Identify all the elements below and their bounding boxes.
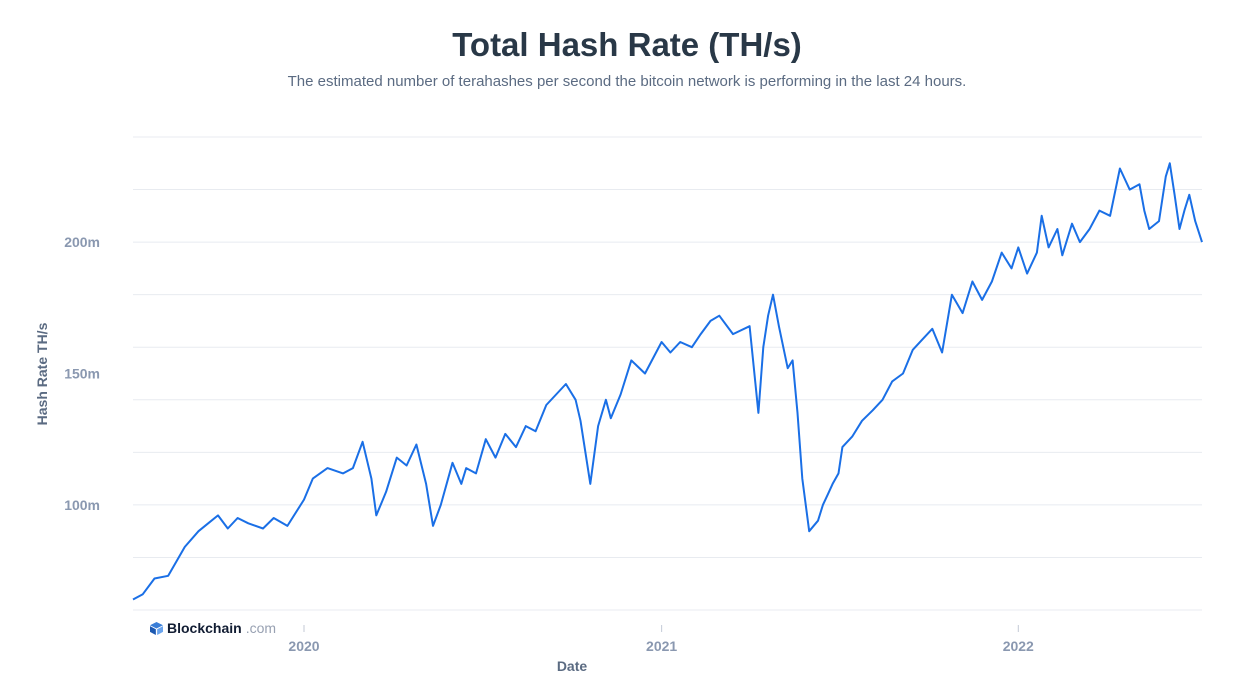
x-tick-label: 2022 (1003, 638, 1034, 654)
brand-domain: .com (245, 620, 277, 636)
y-tick-label: 100m (64, 497, 100, 513)
y-tick-label: 150m (64, 366, 100, 382)
grid-lines (133, 136, 1202, 611)
y-axis-ticks: 100m 150m 200m (64, 234, 100, 513)
blockchain-brand: Blockchain .com (150, 620, 276, 636)
y-tick-label: 200m (64, 234, 100, 250)
x-tick-label: 2021 (646, 638, 677, 654)
hash-rate-line (132, 162, 1203, 601)
x-axis-title: Date (557, 658, 588, 674)
x-tick-label: 2020 (288, 638, 319, 654)
blockchain-logo-icon (150, 621, 163, 635)
y-axis-title: Hash Rate TH/s (34, 322, 50, 425)
brand-name: Blockchain (167, 620, 242, 636)
chart-title: Total Hash Rate (TH/s) (452, 26, 802, 63)
x-axis-ticks: 2020 2021 2022 (288, 625, 1034, 654)
chart-subtitle: The estimated number of terahashes per s… (287, 73, 967, 90)
